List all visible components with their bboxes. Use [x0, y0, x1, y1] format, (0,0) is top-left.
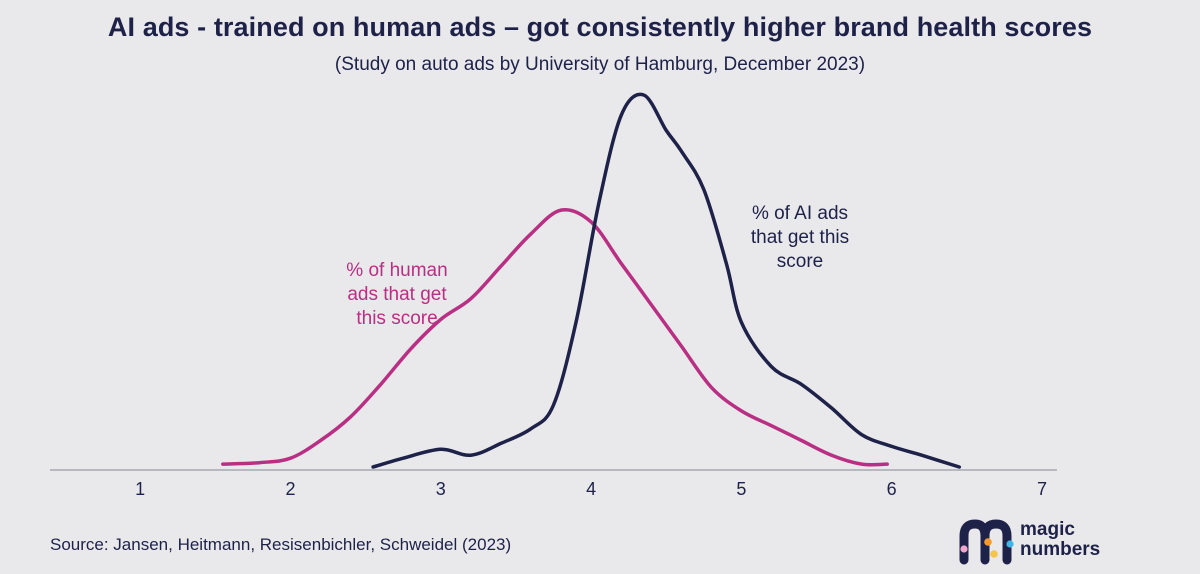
series-label-line: that get this	[751, 227, 849, 248]
series-line-human	[221, 207, 889, 467]
chart-subtitle: (Study on auto ads by University of Hamb…	[334, 54, 866, 75]
series-label-line: score	[777, 251, 823, 272]
series-label-ai: % of AI ads that get this score	[751, 203, 849, 272]
source-note: Source: Jansen, Heitmann, Resisenbichler…	[50, 535, 512, 554]
series-label-line: % of AI ads	[752, 203, 848, 224]
logo-line-1: magic	[1020, 519, 1075, 540]
x-tick-label: 4	[586, 479, 596, 499]
logo-line-2: numbers	[1020, 539, 1101, 560]
logo-mark-icon	[959, 519, 1014, 565]
series-label-line: % of human	[346, 260, 447, 281]
x-tick-label: 1	[135, 479, 145, 499]
series-label-line: ads that get	[347, 284, 447, 305]
chart-title: AI ads - trained on human ads – got cons…	[107, 12, 1093, 42]
logo-wordmark: magic numbers	[1020, 520, 1100, 560]
x-tick-label: 3	[436, 479, 446, 499]
series-label-human: % of human ads that get this score	[346, 260, 447, 329]
x-tick-label: 7	[1037, 479, 1047, 499]
series-line-ai	[371, 92, 962, 469]
magic-numbers-logo: magic numbers	[958, 516, 1168, 566]
x-tick-label: 6	[887, 479, 897, 499]
series-label-line: this score	[356, 308, 437, 329]
x-tick-label: 2	[285, 479, 295, 499]
x-tick-label: 5	[736, 479, 746, 499]
